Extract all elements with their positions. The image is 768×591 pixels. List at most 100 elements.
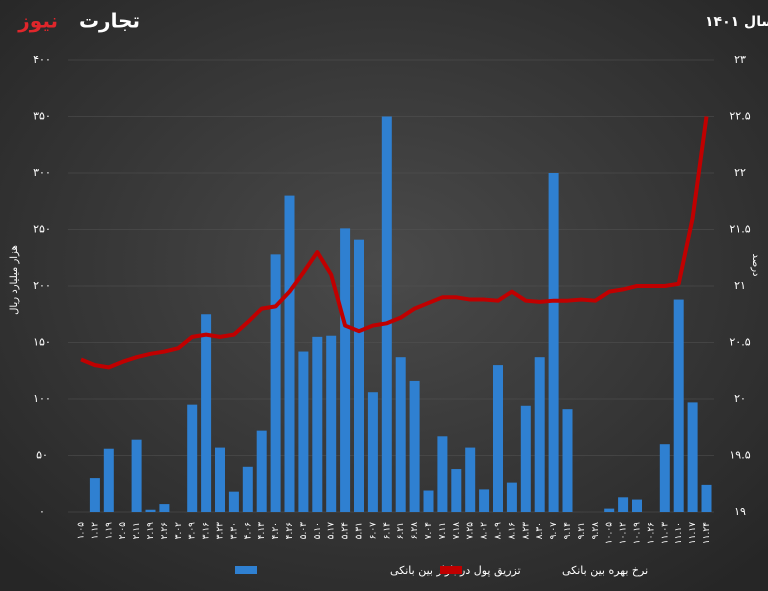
bar (103, 448, 114, 512)
bar (284, 195, 295, 512)
x-tick-label: ۱.۰۵ (77, 522, 87, 540)
x-tick-label: ۳.۱۶ (202, 522, 212, 540)
y2-tick-label: ۲۰.۵ (729, 336, 750, 349)
bar (201, 314, 212, 512)
y2-tick-label: ۲۳ (734, 53, 746, 66)
x-tick-label: ۵.۰۳ (299, 522, 309, 540)
x-tick-label: ۸.۰۹ (494, 522, 504, 540)
y-tick-label: ۵۰ (36, 449, 48, 462)
bar (187, 404, 198, 512)
x-tick-label: ۵.۳۱ (355, 522, 365, 539)
x-tick-label: ۶.۲۱ (396, 522, 406, 539)
bar (534, 357, 545, 512)
x-tick-label: ۲.۱۹ (146, 522, 156, 540)
y-axis-label: هزار میلیارد ریال (9, 245, 20, 315)
x-tick-label: ۱۱.۰۳ (660, 522, 670, 544)
x-tick-label: ۶.۲۸ (410, 522, 420, 540)
bar (312, 336, 323, 512)
bar (159, 504, 170, 512)
y2-tick-label: ۲۰ (734, 392, 746, 405)
x-tick-label: ۲.۰۵ (118, 522, 128, 540)
bar (89, 478, 100, 512)
x-tick-label: ۱۱.۱۷ (688, 522, 698, 544)
x-tick-label: ۸.۰۲ (480, 522, 490, 540)
bar (367, 392, 378, 512)
bar (479, 489, 490, 512)
bar (298, 351, 309, 512)
x-tick-label: ۷.۰۴ (424, 522, 434, 540)
bar (326, 335, 337, 512)
x-tick-label: ۹.۱۴ (563, 522, 573, 540)
x-tick-label: ۷.۱۸ (452, 522, 462, 540)
y-tick-label: ۱۰۰ (33, 392, 51, 405)
bar (604, 508, 615, 512)
x-tick-label: ۳.۰۹ (188, 522, 198, 540)
x-tick-label: ۳.۳۰ (229, 522, 239, 539)
y2-tick-label: ۱۹.۵ (729, 449, 750, 462)
y2-axis-label: درصد (750, 253, 761, 276)
x-tick-label: ۴.۲۶ (285, 522, 295, 540)
bar (493, 365, 503, 512)
bar (145, 509, 156, 512)
bar (618, 497, 629, 512)
bar (215, 447, 225, 512)
bar (687, 402, 698, 512)
x-tick-label: ۵.۱۷ (327, 522, 337, 540)
y-tick-label: ۱۵۰ (33, 336, 51, 349)
y2-tick-label: ۲۱.۵ (729, 223, 750, 236)
bar (423, 490, 434, 512)
bar (242, 466, 253, 512)
bar (548, 173, 559, 512)
x-tick-label: ۵.۲۴ (341, 522, 351, 540)
bar (437, 436, 448, 512)
x-tick-label: ۱.۱۹ (104, 522, 114, 540)
bar (632, 499, 642, 512)
bar (701, 484, 712, 512)
x-tick-label: ۱۱.۱۰ (674, 522, 684, 544)
x-tick-label: ۴.۱۳ (257, 522, 267, 540)
bar (228, 491, 239, 512)
x-tick-label: ۱۰.۲۶ (646, 522, 656, 544)
bar (381, 116, 392, 512)
x-tick-label: ۱۰.۰۵ (605, 522, 615, 544)
x-tick-label: ۳.۰۲ (174, 522, 184, 540)
x-tick-label: ۴.۲۰ (271, 522, 281, 539)
bar (659, 444, 670, 512)
x-tick-label: ۱۱.۲۴ (702, 522, 712, 544)
bar (256, 430, 267, 512)
y-tick-label: ۳۰۰ (33, 166, 51, 179)
bar (354, 239, 364, 513)
bar (131, 439, 142, 512)
x-tick-label: ۸.۲۳ (521, 522, 531, 540)
bar (270, 254, 281, 513)
bar (520, 405, 531, 512)
x-tick-label: ۱۰.۱۹ (633, 522, 643, 544)
y-tick-label: ۰ (39, 505, 45, 518)
legend-label: نرخ بهره بین بانکی (562, 564, 648, 577)
x-tick-label: ۱۰.۱۲ (619, 522, 629, 544)
x-tick-label: ۳.۲۳ (216, 522, 226, 540)
x-tick-label: ۹.۲۱ (577, 522, 587, 539)
y-tick-label: ۲۵۰ (33, 223, 51, 236)
bar (340, 228, 351, 512)
x-tick-label: ۴.۰۶ (243, 522, 253, 540)
legend-swatch (440, 566, 462, 574)
x-tick-label: ۲.۲۶ (160, 522, 170, 540)
x-tick-label: ۸.۳۰ (535, 522, 545, 539)
x-tick-label: ۹.۰۷ (549, 522, 559, 540)
y2-tick-label: ۲۱ (734, 279, 746, 292)
y-tick-label: ۳۵۰ (33, 110, 51, 123)
line (80, 116, 709, 370)
chart-title: روند تزریق پول بانک مرکزی در بازار بین ب… (705, 14, 768, 30)
bar (409, 380, 420, 512)
y-tick-label: ۴۰۰ (33, 53, 51, 66)
x-tick-label: ۲.۱۱ (132, 522, 142, 539)
x-tick-label: ۶.۰۷ (368, 522, 378, 540)
y2-tick-label: ۲۲.۵ (729, 110, 750, 123)
bar (395, 357, 406, 512)
x-tick-label: ۱.۱۲ (90, 522, 100, 540)
bar (451, 469, 462, 512)
bar (562, 409, 573, 512)
bar (673, 299, 684, 512)
